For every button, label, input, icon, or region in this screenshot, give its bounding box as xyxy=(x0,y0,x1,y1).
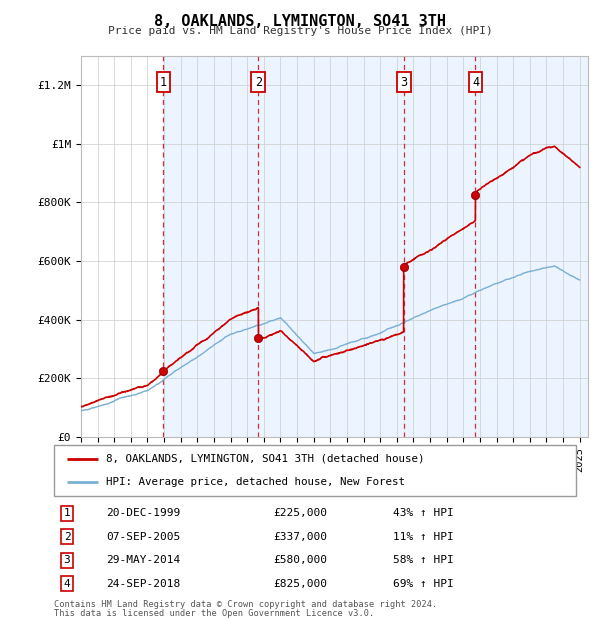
Text: 4: 4 xyxy=(64,579,70,589)
Text: Contains HM Land Registry data © Crown copyright and database right 2024.: Contains HM Land Registry data © Crown c… xyxy=(54,600,437,609)
Bar xyxy=(475,56,588,437)
Text: 69% ↑ HPI: 69% ↑ HPI xyxy=(394,579,454,589)
Text: £825,000: £825,000 xyxy=(273,579,327,589)
Text: £580,000: £580,000 xyxy=(273,556,327,565)
Text: 29-MAY-2014: 29-MAY-2014 xyxy=(106,556,181,565)
Text: 43% ↑ HPI: 43% ↑ HPI xyxy=(394,508,454,518)
Text: This data is licensed under the Open Government Licence v3.0.: This data is licensed under the Open Gov… xyxy=(54,609,374,618)
Text: 2: 2 xyxy=(64,532,70,542)
Text: 8, OAKLANDS, LYMINGTON, SO41 3TH: 8, OAKLANDS, LYMINGTON, SO41 3TH xyxy=(154,14,446,29)
Text: HPI: Average price, detached house, New Forest: HPI: Average price, detached house, New … xyxy=(106,477,405,487)
Text: 3: 3 xyxy=(64,556,70,565)
Text: 3: 3 xyxy=(400,76,407,89)
Text: 8, OAKLANDS, LYMINGTON, SO41 3TH (detached house): 8, OAKLANDS, LYMINGTON, SO41 3TH (detach… xyxy=(106,454,425,464)
Text: 24-SEP-2018: 24-SEP-2018 xyxy=(106,579,181,589)
Text: 1: 1 xyxy=(160,76,167,89)
FancyBboxPatch shape xyxy=(54,445,576,496)
Text: 11% ↑ HPI: 11% ↑ HPI xyxy=(394,532,454,542)
Text: 2: 2 xyxy=(255,76,262,89)
Bar xyxy=(163,56,259,437)
Text: 07-SEP-2005: 07-SEP-2005 xyxy=(106,532,181,542)
Text: Price paid vs. HM Land Registry's House Price Index (HPI): Price paid vs. HM Land Registry's House … xyxy=(107,26,493,36)
Bar xyxy=(259,56,404,437)
Text: 20-DEC-1999: 20-DEC-1999 xyxy=(106,508,181,518)
Text: 4: 4 xyxy=(472,76,479,89)
Text: 1: 1 xyxy=(64,508,70,518)
Text: £337,000: £337,000 xyxy=(273,532,327,542)
Text: 58% ↑ HPI: 58% ↑ HPI xyxy=(394,556,454,565)
Text: £225,000: £225,000 xyxy=(273,508,327,518)
Bar xyxy=(404,56,475,437)
